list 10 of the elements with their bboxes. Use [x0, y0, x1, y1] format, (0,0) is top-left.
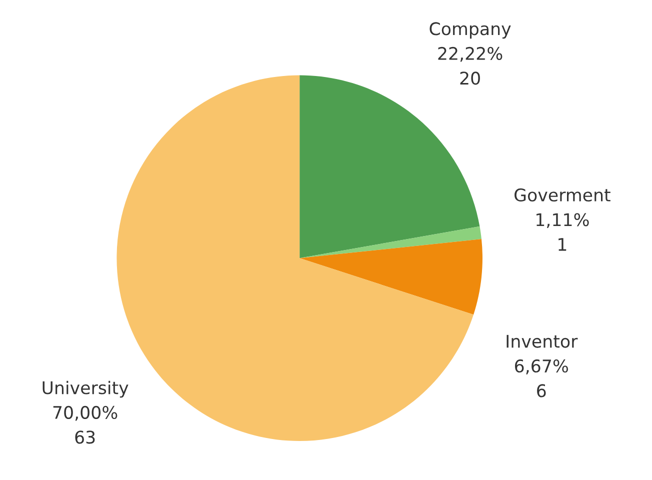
pie-slice [300, 239, 482, 315]
data-label: 1,11% 1 [536, 213, 589, 251]
slice-label: University [42, 380, 128, 398]
data-label: 70,00% 63 [53, 406, 118, 444]
slice-label: Company [430, 22, 511, 39]
data-label: 22,22% 20 [438, 46, 502, 85]
slice-label: Goverment [514, 188, 610, 202]
slice-label: Inventor [506, 334, 578, 348]
pie-slice [300, 226, 482, 258]
data-label: 6,67% 6 [515, 359, 568, 398]
